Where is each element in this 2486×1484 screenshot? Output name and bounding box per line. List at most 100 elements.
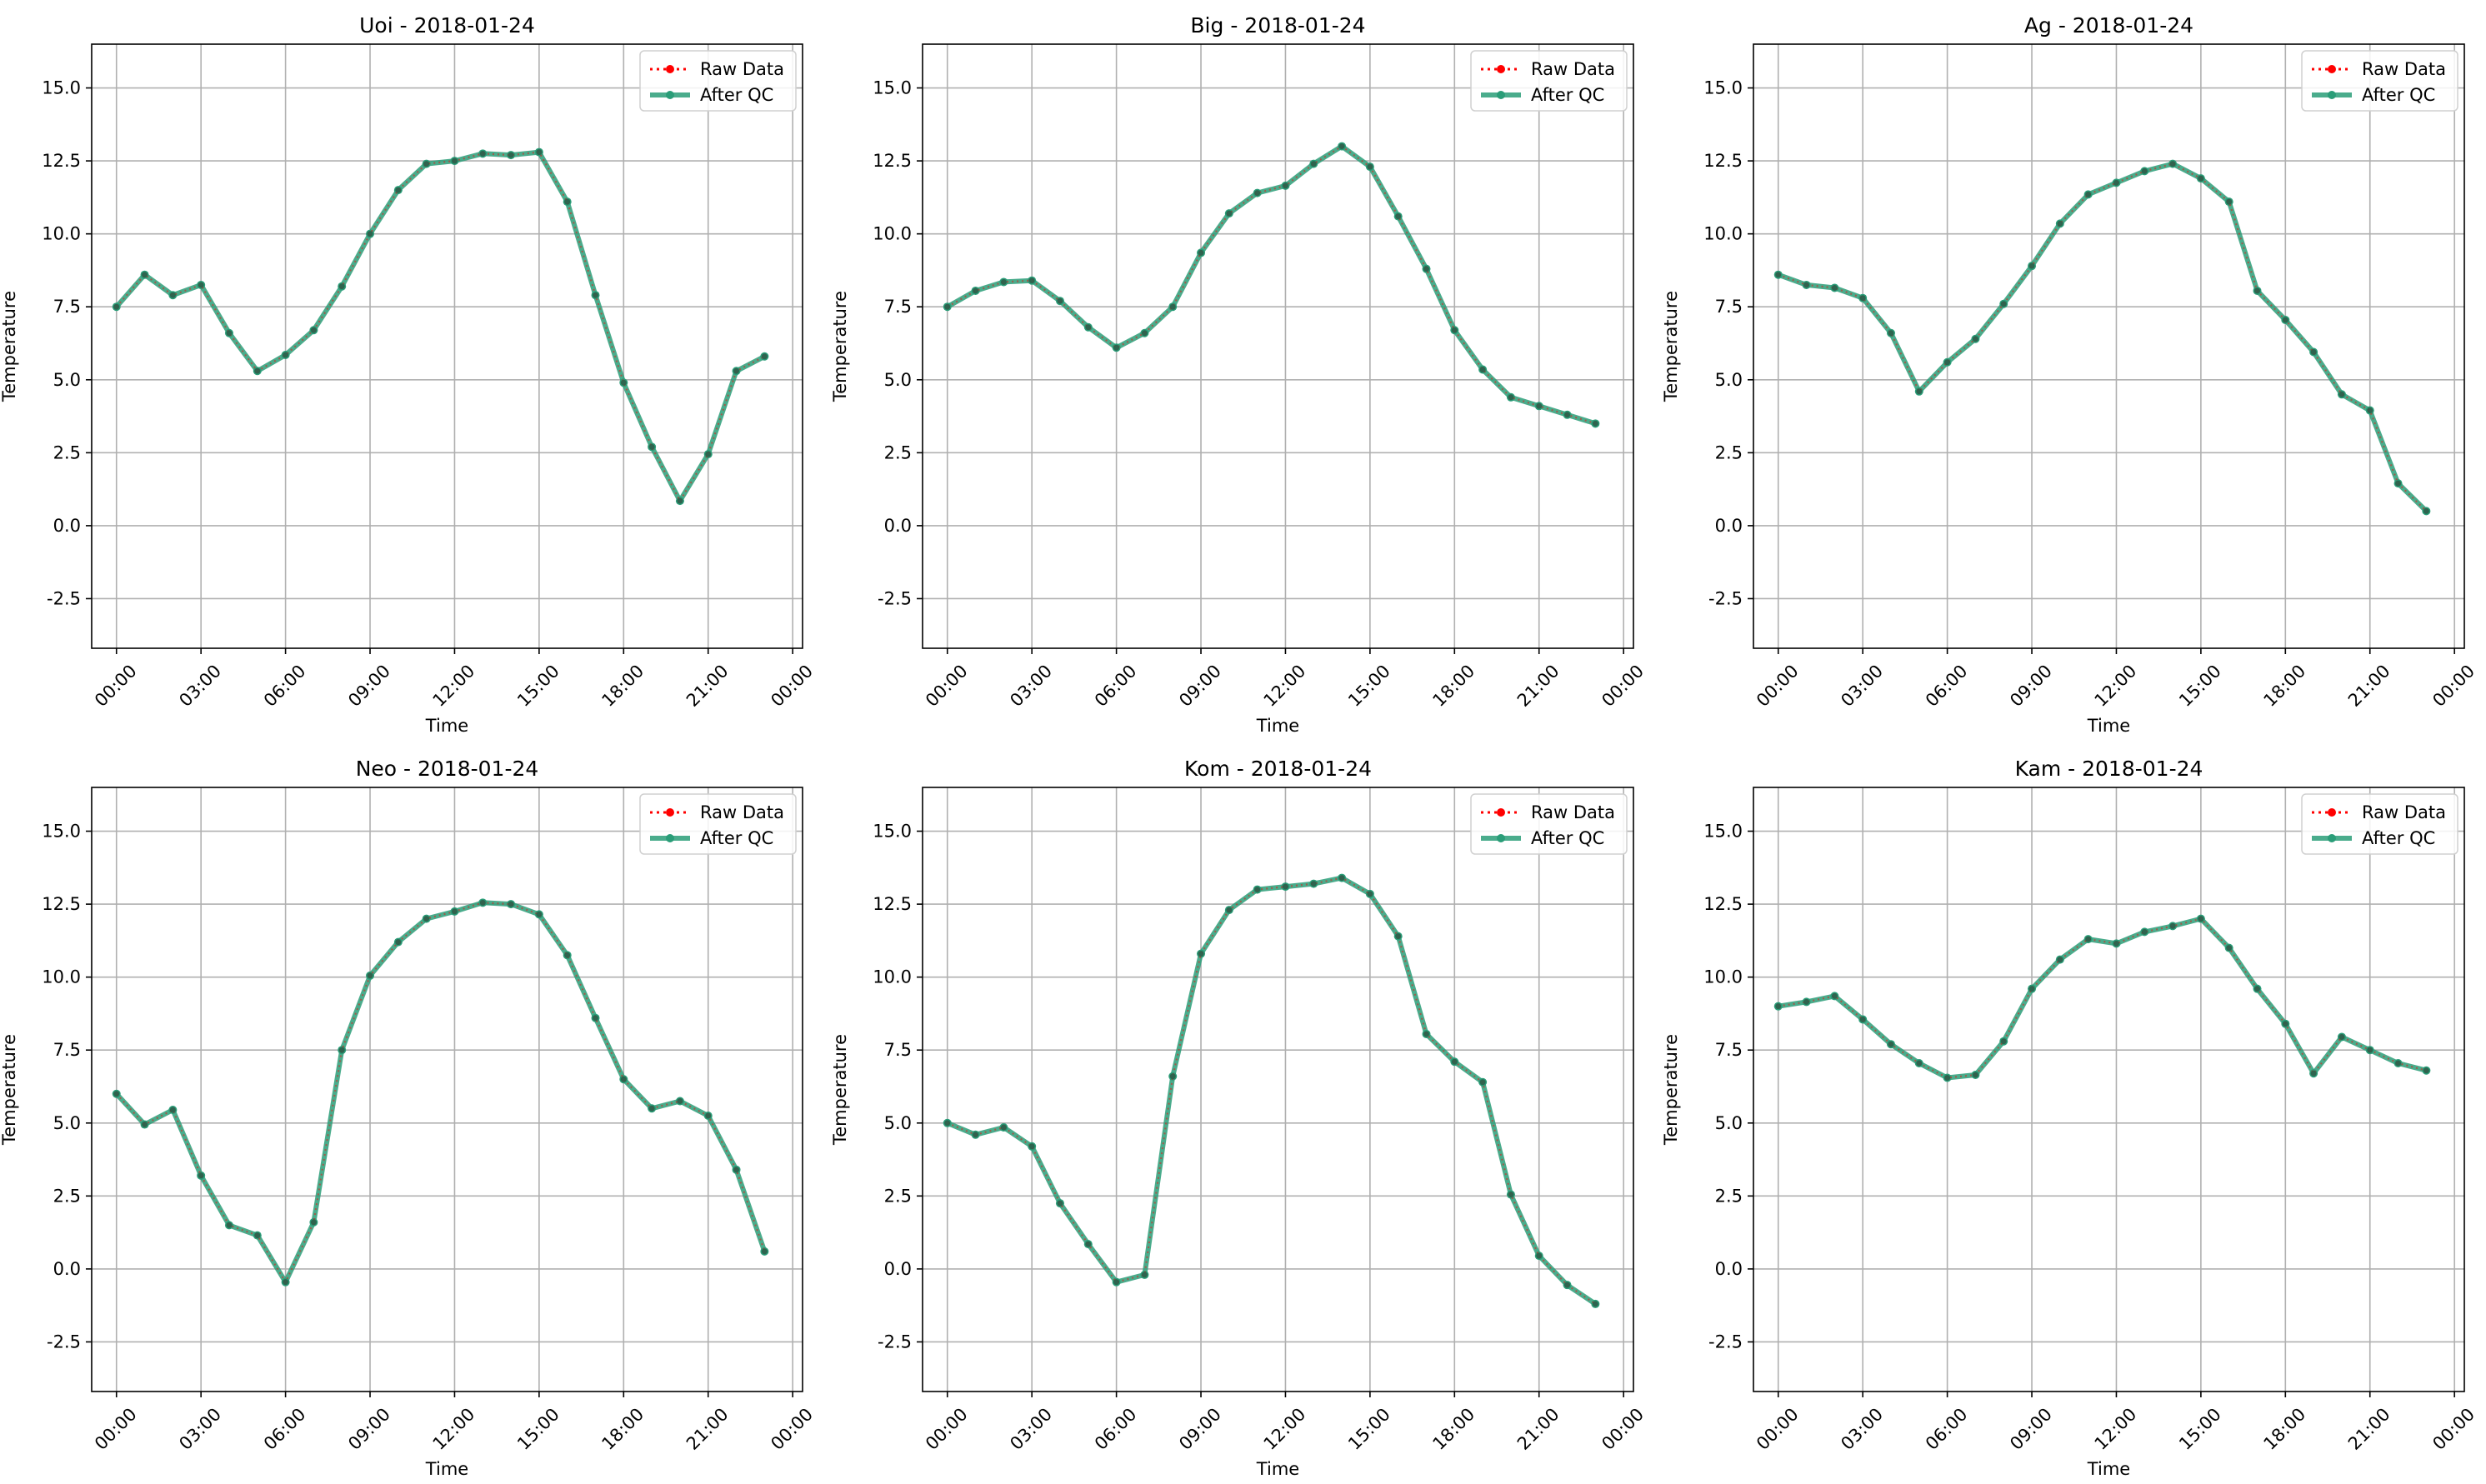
data-point-raw-data: [2141, 167, 2148, 174]
x-tick-label: 00:00: [1753, 661, 1803, 711]
data-point-raw-data: [2198, 916, 2204, 922]
y-tick-label: 0.0: [1715, 1259, 1743, 1279]
chart-title: Kom - 2018-01-24: [1184, 757, 1372, 781]
x-tick-label: 21:00: [683, 1404, 733, 1454]
data-point-raw-data: [2028, 262, 2035, 269]
x-tick-label: 00:00: [1598, 661, 1648, 711]
legend-label-raw-data: Raw Data: [1531, 802, 1615, 822]
x-tick-label: 12:00: [1260, 661, 1310, 711]
data-point-raw-data: [1888, 330, 1894, 337]
data-point-raw-data: [1536, 402, 1543, 409]
data-point-raw-data: [1310, 881, 1317, 887]
x-tick-label: 06:00: [1091, 661, 1141, 711]
data-point-raw-data: [2141, 928, 2148, 935]
data-point-raw-data: [1775, 1003, 1782, 1010]
x-tick-label: 09:00: [1175, 661, 1225, 711]
data-point-raw-data: [648, 443, 655, 450]
legend-label-raw-data: Raw Data: [1531, 59, 1615, 79]
subplot: -2.5 0.0 2.5 5.0 7.5 10.0 12.5 15.0 00:00 03:00 06…: [830, 757, 1648, 1479]
plot-area-frame: [922, 43, 1634, 649]
y-tick-label: 15.0: [873, 822, 912, 842]
y-tick-label: 7.5: [884, 297, 912, 317]
data-point-raw-data: [113, 303, 120, 310]
data-point-raw-data: [1564, 412, 1571, 418]
y-tick-label: 15.0: [42, 78, 81, 98]
y-tick-label: -2.5: [1708, 588, 1743, 608]
data-point-raw-data: [2113, 940, 2119, 947]
data-point-raw-data: [593, 1015, 599, 1022]
legend-label-raw-data: Raw Data: [2362, 802, 2446, 822]
x-tick-label: 00:00: [2428, 661, 2478, 711]
y-tick-label: 5.0: [884, 370, 912, 390]
x-tick-label: 12:00: [2091, 661, 2141, 711]
y-tick-label: 15.0: [42, 822, 81, 842]
y-tick-label: 12.5: [1703, 151, 1743, 171]
y-tick-label: 2.5: [884, 1186, 912, 1206]
y-tick-label: 12.5: [42, 151, 81, 171]
data-point-raw-data: [1916, 388, 1923, 395]
x-tick-label: 21:00: [1513, 1404, 1563, 1454]
data-point-raw-data: [1395, 933, 1402, 940]
x-tick-label: 12:00: [429, 661, 479, 711]
y-tick-label: 10.0: [1703, 224, 1743, 244]
x-tick-label: 00:00: [922, 661, 972, 711]
data-point-raw-data: [1916, 1060, 1923, 1067]
x-tick-label: 18:00: [1428, 661, 1478, 711]
data-point-raw-data: [761, 1248, 768, 1255]
data-point-raw-data: [142, 1122, 148, 1128]
y-tick-label: -2.5: [47, 1332, 81, 1352]
data-point-raw-data: [283, 1279, 289, 1286]
data-point-raw-data: [2282, 317, 2288, 323]
x-tick-label: 06:00: [1922, 1404, 1972, 1454]
y-tick-label: 15.0: [873, 78, 912, 98]
chart-title: Kam - 2018-01-24: [2015, 757, 2203, 781]
legend-marker-after-qc: [666, 834, 674, 842]
x-tick-label: 06:00: [260, 1404, 310, 1454]
y-tick-label: 7.5: [884, 1040, 912, 1060]
x-tick-label: 15:00: [1344, 1404, 1394, 1454]
x-tick-label: 00:00: [922, 1404, 972, 1454]
legend-label-raw-data: Raw Data: [2362, 59, 2446, 79]
data-point-raw-data: [1000, 1124, 1007, 1131]
data-point-raw-data: [2367, 407, 2373, 414]
data-point-raw-data: [1113, 1279, 1120, 1286]
data-point-raw-data: [198, 282, 204, 288]
data-point-raw-data: [2338, 391, 2345, 397]
data-point-raw-data: [423, 916, 430, 922]
y-tick-label: 7.5: [1715, 297, 1743, 317]
y-tick-label: 2.5: [1715, 1186, 1743, 1206]
data-point-raw-data: [1944, 1074, 1951, 1081]
y-tick-label: -2.5: [878, 1332, 912, 1352]
x-tick-label: 00:00: [1598, 1404, 1648, 1454]
data-point-raw-data: [1508, 394, 1514, 401]
x-tick-label: 06:00: [1922, 661, 1972, 711]
data-point-raw-data: [1451, 1058, 1458, 1065]
y-tick-label: -2.5: [878, 588, 912, 608]
x-tick-label: 09:00: [2006, 661, 2056, 711]
data-point-raw-data: [2057, 957, 2063, 963]
data-point-raw-data: [677, 1098, 683, 1105]
legend: Raw Data After QC: [2301, 50, 2458, 112]
data-point-raw-data: [2395, 1060, 2402, 1067]
data-point-raw-data: [1423, 266, 1430, 272]
data-point-raw-data: [2338, 1033, 2345, 1040]
series-line-raw-data: [115, 151, 765, 503]
x-tick-label: 12:00: [2091, 1404, 2141, 1454]
data-point-raw-data: [451, 908, 458, 915]
data-point-raw-data: [1367, 891, 1373, 897]
legend-label-after-qc: After QC: [2362, 85, 2435, 105]
series-line-after-qc: [114, 900, 768, 1285]
data-point-raw-data: [1198, 249, 1204, 256]
x-tick-label: 21:00: [2344, 661, 2394, 711]
legend-label-raw-data: Raw Data: [700, 59, 784, 79]
series-line-after-qc: [946, 143, 1597, 427]
x-tick-label: 06:00: [1091, 1404, 1141, 1454]
data-point-raw-data: [2000, 301, 2007, 307]
data-point-raw-data: [733, 1167, 740, 1173]
y-tick-label: 2.5: [1715, 442, 1743, 462]
y-tick-label: 5.0: [1715, 1113, 1743, 1133]
subplot: -2.5 0.0 2.5 5.0 7.5 10.0 12.5 15.0 00:00 03:00 06…: [0, 757, 817, 1479]
chart-title: Ag - 2018-01-24: [2024, 13, 2193, 37]
data-point-raw-data: [1803, 282, 1810, 288]
